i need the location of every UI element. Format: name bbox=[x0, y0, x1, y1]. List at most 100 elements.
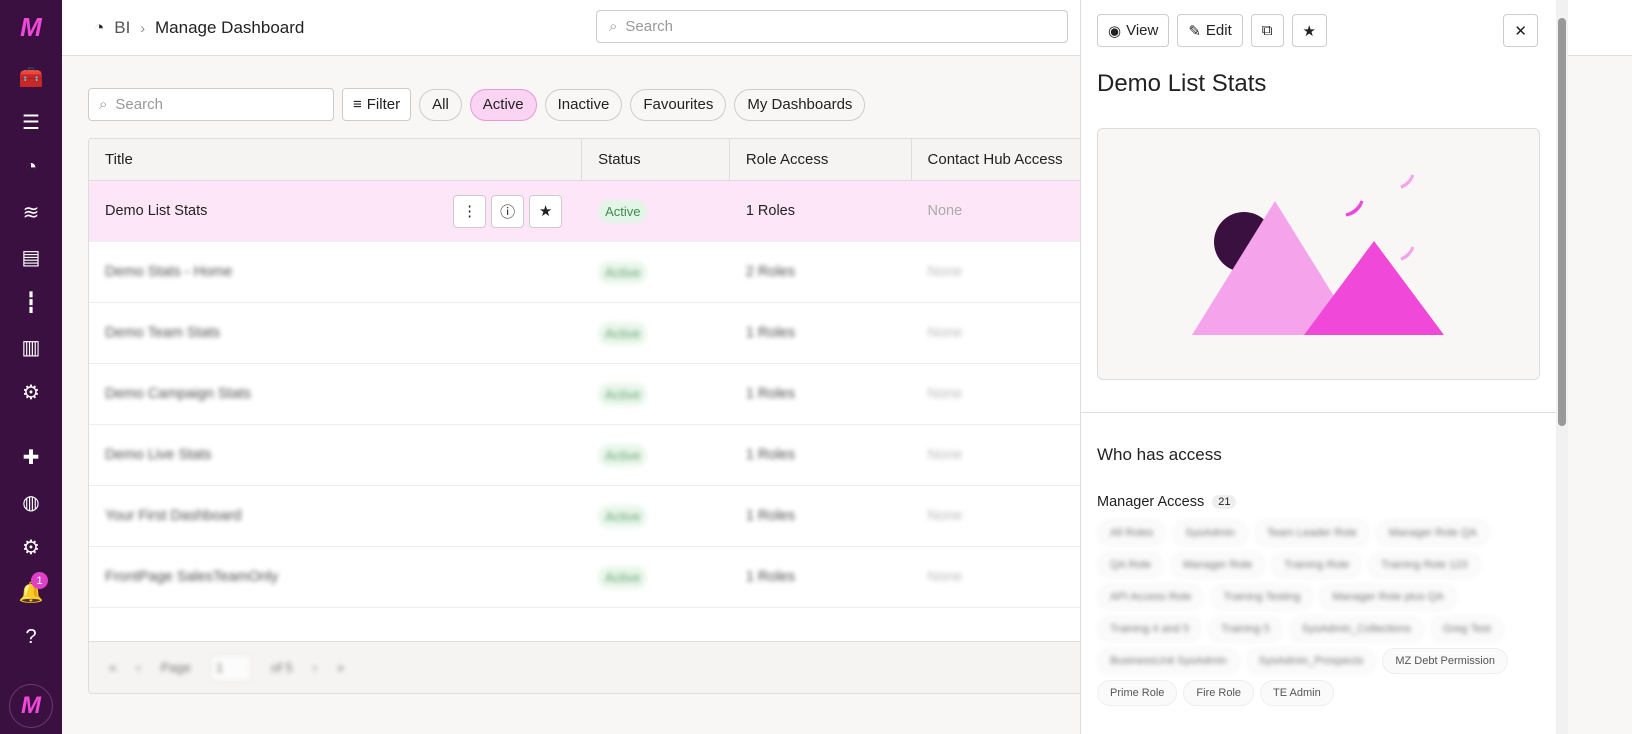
view-button[interactable]: ◉ View bbox=[1097, 14, 1170, 47]
search-input[interactable]: ⌕ Search bbox=[88, 88, 334, 121]
divider bbox=[1081, 412, 1556, 413]
edit-button[interactable]: ✎ Edit bbox=[1177, 14, 1243, 47]
pill-favourites[interactable]: Favourites bbox=[630, 88, 727, 121]
filter-button[interactable]: ≡ Filter bbox=[342, 88, 412, 121]
table-row[interactable]: Demo Campaign Stats Active 1 Roles None bbox=[89, 364, 1187, 425]
favourite-star-button[interactable]: ★ bbox=[529, 194, 563, 228]
toolbar: ⌕ Search ≡ Filter All Active Inactive Favo… bbox=[88, 88, 866, 121]
scrollbar[interactable] bbox=[1556, 0, 1568, 734]
toolbox-icon[interactable]: 🧰 bbox=[18, 67, 44, 89]
pill-inactive[interactable]: Inactive bbox=[544, 88, 623, 121]
row-title[interactable]: Demo Stats - Home bbox=[105, 264, 233, 280]
role-chip: SysAdmin_Prospects bbox=[1245, 648, 1377, 674]
favourite-button[interactable]: ★ bbox=[1291, 14, 1327, 47]
pill-active[interactable]: Active bbox=[469, 88, 537, 121]
role-chip: SysAdmin_Collections bbox=[1288, 616, 1425, 642]
logo[interactable]: M bbox=[20, 12, 42, 42]
role-access: 1 Roles bbox=[745, 447, 795, 463]
breadcrumb: ◔ BI › Manage Dashboard bbox=[94, 18, 304, 38]
chevron-right-icon: › bbox=[140, 19, 146, 36]
puzzle-icon[interactable]: ✚ bbox=[22, 447, 40, 469]
page-title: Manage Dashboard bbox=[155, 17, 305, 37]
col-role-access[interactable]: Role Access bbox=[730, 139, 912, 180]
contact-hub-access: None bbox=[927, 447, 963, 463]
avatar[interactable]: M bbox=[9, 684, 53, 728]
role-chip: Training Role bbox=[1271, 552, 1363, 578]
row-title[interactable]: Demo List Stats bbox=[105, 203, 208, 219]
status-badge: Active bbox=[598, 260, 648, 284]
certificate-file-icon[interactable]: ▤ bbox=[21, 247, 41, 269]
globe-icon[interactable]: ◍ bbox=[22, 492, 40, 514]
row-title[interactable]: Demo Campaign Stats bbox=[105, 386, 251, 402]
role-chip: Training 5 bbox=[1208, 616, 1283, 642]
contact-hub-access: None bbox=[927, 386, 963, 402]
pill-all[interactable]: All bbox=[419, 88, 462, 121]
role-chip: BusinessUnit SysAdmin bbox=[1097, 648, 1240, 674]
status-badge: Active bbox=[598, 382, 648, 406]
cogs-icon[interactable]: ⚙ bbox=[22, 382, 40, 404]
bell-icon[interactable]: 🔔 1 bbox=[0, 570, 62, 615]
role-access: 1 Roles bbox=[745, 569, 795, 585]
row-title[interactable]: FrontPage SalesTeamOnly bbox=[105, 569, 279, 585]
page-input[interactable]: 1 bbox=[210, 654, 251, 681]
sidebar: M 🧰 ☰ ◔ ≋ ▤ ┇ ▥ ⚙ ✚ ◍ ⚙ 🔔 1 ? M bbox=[0, 0, 62, 734]
audio-wave-icon[interactable]: ┇ bbox=[24, 292, 38, 314]
close-icon: ✕ bbox=[1514, 22, 1527, 40]
manager-count-badge: 21 bbox=[1212, 495, 1237, 509]
page-count: of 5 bbox=[270, 660, 293, 675]
info-button[interactable]: ⓘ bbox=[491, 194, 525, 228]
last-page-button[interactable]: » bbox=[336, 660, 345, 675]
table-row[interactable]: Demo Stats - Home Active 2 Roles None bbox=[89, 242, 1187, 303]
settings-icon[interactable]: ⚙ bbox=[22, 537, 40, 559]
role-chip: Manager Role bbox=[1169, 552, 1266, 578]
col-status[interactable]: Status bbox=[582, 139, 730, 180]
status-badge: Active bbox=[598, 321, 648, 345]
star-icon: ★ bbox=[1302, 22, 1316, 40]
report-file-icon[interactable]: ▥ bbox=[21, 337, 41, 359]
role-chip: Manager Role QA bbox=[1375, 520, 1490, 546]
dashboard-gauge-icon: ◔ bbox=[94, 17, 105, 37]
contact-hub-access: None bbox=[927, 569, 963, 585]
duplicate-button[interactable]: ⧉ bbox=[1250, 14, 1284, 47]
status-badge: Active bbox=[598, 199, 648, 223]
row-title[interactable]: Demo Team Stats bbox=[105, 325, 220, 341]
role-access: 1 Roles bbox=[745, 386, 795, 402]
role-chip: Training Testing bbox=[1210, 584, 1314, 610]
details-panel: ◉ View ✎ Edit ⧉ ★ ✕ Demo List Stats Who ha… bbox=[1080, 0, 1556, 734]
role-chip: API Access Role bbox=[1097, 584, 1205, 610]
more-options-button[interactable]: ⋮ bbox=[453, 194, 487, 228]
table-row[interactable]: Your First Dashboard Active 1 Roles None bbox=[89, 486, 1187, 547]
contact-hub-access: None bbox=[927, 508, 963, 524]
table-row[interactable]: Demo Live Stats Active 1 Roles None bbox=[89, 425, 1187, 486]
notification-badge: 1 bbox=[31, 572, 48, 589]
next-page-button[interactable]: › bbox=[312, 660, 317, 675]
global-search-input[interactable]: ⌕ Search bbox=[596, 10, 1068, 43]
contact-hub-access: None bbox=[927, 203, 963, 219]
status-badge: Active bbox=[598, 565, 648, 589]
row-title[interactable]: Your First Dashboard bbox=[105, 508, 242, 524]
prev-page-button[interactable]: ‹ bbox=[136, 660, 141, 675]
breadcrumb-bi[interactable]: BI bbox=[114, 17, 131, 37]
role-chip: Training 4 and 5 bbox=[1097, 616, 1203, 642]
contact-hub-access: None bbox=[927, 264, 963, 280]
dashboard-gauge-icon[interactable]: ◔ bbox=[24, 156, 38, 178]
row-title[interactable]: Demo Live Stats bbox=[105, 447, 212, 463]
sliders-icon[interactable]: ☰ bbox=[22, 112, 40, 134]
close-button[interactable]: ✕ bbox=[1503, 14, 1538, 47]
copy-icon: ⧉ bbox=[1261, 22, 1273, 39]
role-access: 1 Roles bbox=[745, 203, 795, 219]
col-title[interactable]: Title bbox=[89, 139, 583, 180]
table-row[interactable]: Demo Team Stats Active 1 Roles None bbox=[89, 303, 1187, 364]
table-row[interactable]: FrontPage SalesTeamOnly Active 1 Roles N… bbox=[89, 547, 1187, 608]
pill-my-dashboards[interactable]: My Dashboards bbox=[734, 88, 866, 121]
first-page-button[interactable]: « bbox=[109, 660, 117, 675]
role-chips: All Roles SysAdmin Team Leader Role Manager… bbox=[1097, 520, 1537, 706]
manager-access-label: Manager Access 21 bbox=[1097, 494, 1237, 510]
database-icon[interactable]: ≋ bbox=[22, 202, 40, 224]
mountains-illustration bbox=[1192, 174, 1444, 335]
table-row[interactable]: Demo List Stats ⋮ ⓘ ★ Active 1 Roles Non… bbox=[89, 181, 1187, 242]
eye-icon: ◉ bbox=[1108, 22, 1122, 40]
scrollbar-thumb[interactable] bbox=[1558, 18, 1566, 426]
pagination: « ‹ Page 1 of 5 › » bbox=[89, 641, 1187, 693]
help-icon[interactable]: ? bbox=[25, 626, 37, 648]
